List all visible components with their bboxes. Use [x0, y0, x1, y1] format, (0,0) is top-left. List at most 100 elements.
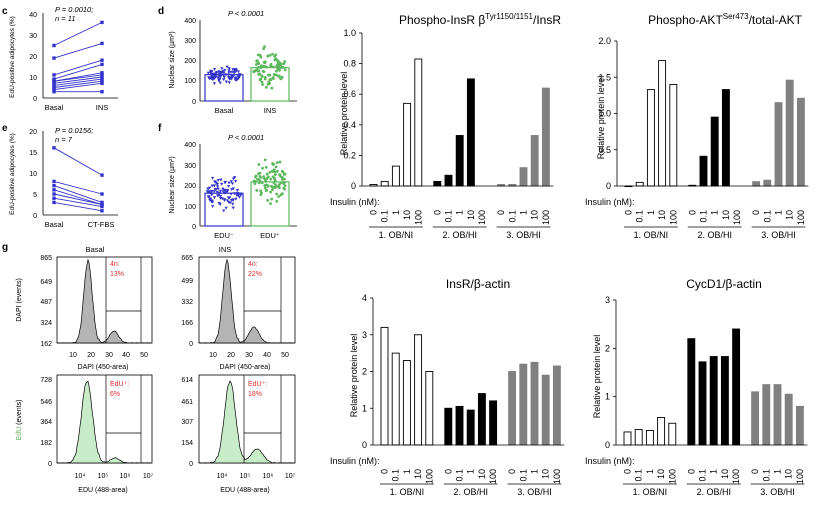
- bar: [433, 180, 442, 187]
- panel-letter: g: [2, 242, 8, 253]
- data-point: [228, 77, 232, 80]
- chart-title-superscript: Ser473: [723, 12, 749, 21]
- panel-letter: d: [158, 6, 164, 17]
- data-point: [218, 191, 222, 195]
- data-point: [209, 198, 213, 202]
- dose-tick-label: 0: [443, 469, 453, 474]
- y-tick-label: 0.6: [343, 89, 356, 99]
- stat-n: n = 11: [55, 14, 76, 23]
- dose-tick-label: 0: [380, 469, 390, 474]
- paired-lines: [52, 20, 104, 94]
- dose-tick-label: 100: [667, 469, 677, 484]
- data-point: [261, 64, 265, 68]
- y-tick-label: 324: [40, 320, 52, 327]
- data-point: [277, 195, 281, 198]
- y-tick-label: 10: [29, 75, 37, 82]
- chart-title-main: CycD1/β-actin: [686, 277, 762, 291]
- y-tick-label: 0: [33, 96, 37, 103]
- data-point: [206, 195, 210, 199]
- group-label: 1. OB/NI: [634, 230, 669, 240]
- dose-tick-label: 0.1: [634, 469, 644, 482]
- data-point: [217, 79, 221, 83]
- data-point: [277, 186, 281, 190]
- dot-bars: [204, 158, 290, 227]
- data-point: [264, 75, 267, 79]
- y-tick-label: 2: [605, 343, 610, 353]
- data-point: [52, 87, 56, 92]
- data-point: [52, 179, 56, 184]
- data-point: [238, 73, 243, 77]
- y-tick-label: 3: [605, 295, 610, 305]
- y-axis-label-prefix: EdU: [16, 427, 23, 441]
- dose-tick-label: 0.1: [444, 210, 454, 223]
- y-tick-label: 0: [48, 461, 52, 468]
- data-point: [219, 189, 223, 193]
- data-point: [237, 74, 241, 78]
- data-point: [266, 184, 270, 188]
- chart-title: Phospho-InsR βTyr1150/1151/InsR: [399, 12, 561, 27]
- histogram-edu-ins: EdU⁺: 18% 614 461 307 154 0 10⁴ 10⁵ 10⁶ …: [181, 374, 296, 494]
- data-point: [229, 73, 233, 77]
- bar: [669, 84, 678, 187]
- data-point: [275, 192, 279, 196]
- bar: [541, 87, 550, 187]
- data-point: [258, 53, 262, 57]
- bar-chart: Phospho-InsR βTyr1150/1151/InsR 0 0.2 0.4 0.…: [330, 12, 561, 240]
- data-point: [223, 189, 227, 193]
- data-point: [210, 72, 214, 76]
- x-tick-label: 20: [227, 352, 235, 359]
- bar: [784, 393, 793, 446]
- data-point: [283, 60, 287, 63]
- data-point: [228, 196, 232, 200]
- data-point: [100, 200, 104, 205]
- y-tick-label: 487: [40, 299, 52, 306]
- dose-tick-label: 10: [656, 469, 666, 479]
- dose-tick-label: 0.1: [455, 469, 465, 482]
- chart-title: CycD1/β-actin: [686, 277, 762, 291]
- data-point: [260, 75, 264, 78]
- bar: [634, 429, 643, 446]
- bar: [646, 89, 655, 187]
- pair-line: [53, 80, 103, 88]
- data-point: [212, 82, 217, 86]
- x-tick-label: 10⁷: [143, 473, 154, 480]
- x-tick-label: 30: [105, 352, 113, 359]
- bar: [380, 326, 389, 446]
- data-point: [274, 165, 278, 169]
- bar: [380, 180, 389, 187]
- data-point: [235, 194, 240, 197]
- x-tick-label: 10⁵: [98, 473, 109, 480]
- data-point: [222, 75, 226, 79]
- data-point: [228, 201, 232, 205]
- y-tick-label: 20: [29, 129, 37, 136]
- data-point: [279, 193, 283, 197]
- pair-line: [53, 74, 103, 82]
- bar: [796, 97, 805, 187]
- pair-line: [53, 82, 103, 91]
- chart-title-superscript: Tyr1150/1151: [485, 12, 533, 21]
- dose-tick-label: 100: [488, 469, 498, 484]
- x-category-label: INS: [264, 106, 277, 115]
- data-point: [257, 163, 261, 166]
- dose-tick-label: 0: [624, 210, 634, 215]
- data-point: [231, 206, 235, 210]
- data-point: [210, 189, 214, 193]
- dose-tick-label: 100: [413, 210, 423, 225]
- data-point: [238, 192, 242, 196]
- data-point: [234, 78, 239, 82]
- pair-line: [53, 180, 103, 195]
- bar: [774, 102, 783, 187]
- bar: [635, 181, 644, 187]
- bar: [530, 135, 539, 187]
- chart-title-tail: /InsR: [533, 13, 561, 27]
- y-tick-label: 400: [184, 18, 196, 25]
- group-label: 2. OB/HI: [696, 487, 731, 497]
- dose-tick-label: 10: [657, 210, 667, 220]
- stat-p: P = 0.0156;: [55, 126, 93, 135]
- dose-tick-label: 0: [686, 469, 696, 474]
- bar: [489, 400, 498, 446]
- dose-tick-label: 0: [369, 210, 379, 215]
- data-point: [267, 73, 270, 77]
- data-point: [226, 75, 231, 79]
